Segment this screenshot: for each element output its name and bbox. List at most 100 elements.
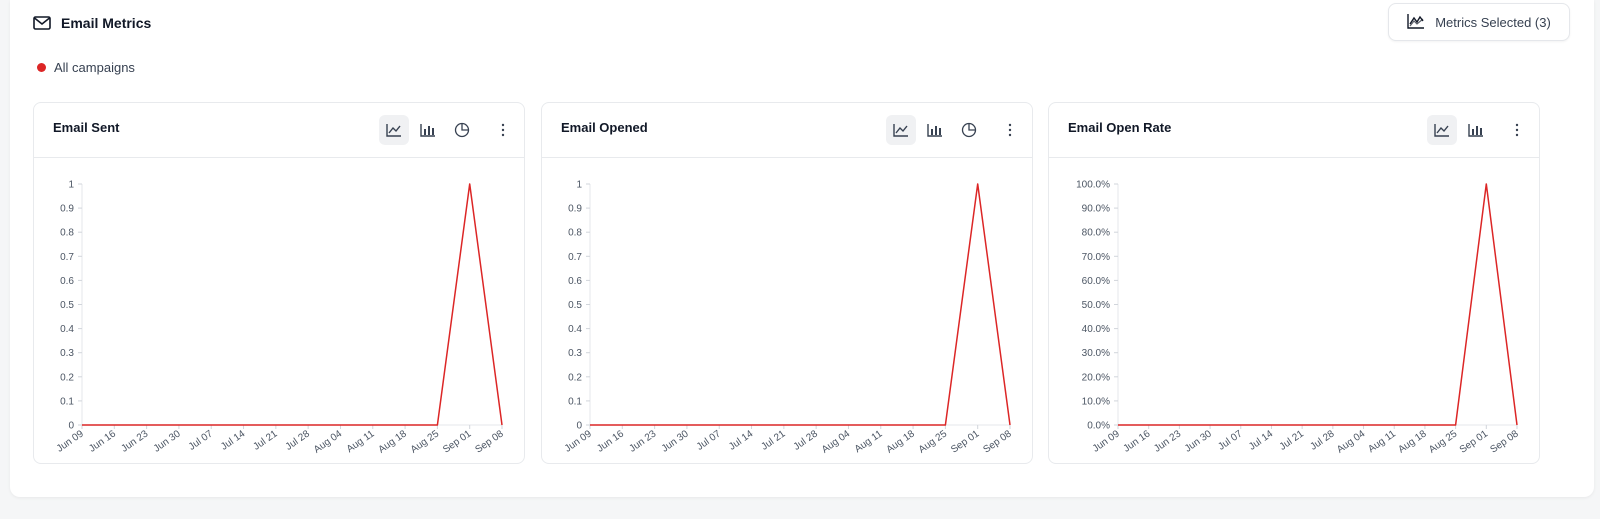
x-tick-label: Jul 07	[187, 428, 216, 453]
x-tick-label: Aug 18	[377, 428, 410, 455]
y-tick-label: 90.0%	[1082, 204, 1110, 215]
bar-chart-icon[interactable]	[1461, 115, 1491, 145]
x-tick-label: Aug 18	[1396, 428, 1429, 455]
y-tick-label: 1	[576, 180, 582, 191]
line-chart-icon[interactable]	[1427, 115, 1457, 145]
x-tick-label: Jun 16	[595, 428, 626, 454]
x-tick-label: Sep 08	[473, 428, 506, 455]
email-opened-chart: 0 0.1 0.2 0.3 0.4 0.5 0.6 0.7 0.8 0.9 1 Jun 09 Jun 1…	[563, 180, 1014, 456]
card-header: Email Open Rate	[1049, 103, 1539, 158]
x-tick-label: Jul 28	[284, 428, 313, 453]
legend-dot	[37, 62, 46, 72]
x-tick-label: Aug 04	[1335, 428, 1368, 455]
card-title: Email Sent	[53, 120, 120, 135]
y-tick-label: 100.0%	[1076, 180, 1110, 191]
y-tick-label: 0.3	[568, 348, 582, 359]
section-header: Email Metrics	[33, 13, 151, 33]
y-tick-label: 0.7	[568, 252, 582, 263]
x-tick-label: Aug 25	[409, 428, 442, 455]
x-tick-label: Jul 28	[1308, 428, 1337, 453]
x-tick-label: Aug 04	[312, 428, 345, 455]
y-tick-label: 0.8	[60, 228, 74, 239]
y-tick-label: 0	[576, 421, 582, 432]
x-tick-label: Sep 01	[1458, 428, 1491, 455]
x-tick-label: Sep 01	[441, 428, 474, 455]
x-tick-label: Aug 04	[820, 428, 853, 455]
bar-chart-icon[interactable]	[920, 115, 950, 145]
y-tick-label: 0.4	[60, 324, 74, 335]
x-tick-label: Jul 14	[219, 428, 248, 453]
x-tick-label: Jun 09	[563, 428, 594, 454]
pie-chart-icon[interactable]	[447, 115, 477, 145]
x-tick-label: Aug 11	[853, 428, 885, 455]
x-tick-label: Jul 14	[1247, 428, 1276, 453]
y-tick-label: 10.0%	[1082, 396, 1110, 407]
series-line	[82, 183, 503, 426]
y-tick-label: 70.0%	[1082, 252, 1110, 263]
legend-label: All campaigns	[54, 59, 135, 75]
x-tick-label: Jul 07	[695, 428, 724, 453]
y-tick-label: 0.8	[568, 228, 582, 239]
section-title: Email Metrics	[61, 15, 152, 31]
y-tick-label: 40.0%	[1082, 324, 1110, 335]
line-chart-icon	[1407, 13, 1425, 32]
y-tick-label: 0.2	[568, 372, 582, 383]
x-tick-label: Sep 08	[1488, 428, 1521, 455]
x-tick-label: Jun 09	[1091, 428, 1122, 454]
x-tick-label: Jul 07	[1216, 428, 1245, 453]
email-open-rate-chart: 0.0% 10.0% 20.0% 30.0% 40.0% 50.0% 60.0% 70.0% 8…	[1076, 180, 1521, 456]
y-tick-label: 0	[68, 421, 74, 432]
card-header: Email Sent	[34, 103, 524, 158]
x-tick-label: Aug 18	[885, 428, 918, 455]
y-tick-label: 0.1	[568, 396, 582, 407]
y-tick-label: 0.9	[60, 204, 74, 215]
y-tick-label: 50.0%	[1082, 300, 1110, 311]
y-tick-label: 0.5	[60, 300, 74, 311]
metrics-selected-button[interactable]: Metrics Selected (3)	[1388, 3, 1570, 41]
x-tick-label: Aug 11	[1366, 428, 1398, 455]
email-sent-chart: 0 0.1 0.2 0.3 0.4 0.5 0.6 0.7 0.8 0.9 1 Jun 09 Jun 1…	[55, 180, 506, 456]
y-tick-label: 0.6	[60, 276, 74, 287]
x-tick-label: Jun 30	[660, 428, 691, 454]
series-line	[1118, 183, 1518, 426]
line-chart-icon[interactable]	[886, 115, 916, 145]
y-tick-label: 0.5	[568, 300, 582, 311]
series-line	[590, 183, 1011, 426]
x-tick-label: Aug 25	[1427, 428, 1460, 455]
x-tick-label: Jun 09	[55, 428, 86, 454]
y-tick-label: 0.2	[60, 372, 74, 383]
y-tick-label: 60.0%	[1082, 276, 1110, 287]
x-tick-label: Jun 30	[1183, 428, 1214, 454]
chart-card-email-sent: Email Sent 0 0.1 0.2 0.3 0.4 0.5 0.6 0.7 0.8 0.9 1…	[33, 102, 525, 464]
y-tick-label: 0.9	[568, 204, 582, 215]
x-tick-label: Jun 16	[1122, 428, 1153, 454]
y-tick-label: 0.7	[60, 252, 74, 263]
x-tick-label: Sep 01	[949, 428, 982, 455]
x-tick-label: Aug 25	[917, 428, 950, 455]
legend[interactable]: All campaigns	[37, 58, 135, 76]
y-tick-label: 0.6	[568, 276, 582, 287]
x-tick-label: Jul 14	[727, 428, 756, 453]
y-tick-label: 80.0%	[1082, 228, 1110, 239]
chart-card-email-opened: Email Opened 0 0.1 0.2 0.3 0.4 0.5 0.6 0.7 0.8 0.…	[541, 102, 1033, 464]
line-chart-icon[interactable]	[379, 115, 409, 145]
y-tick-label: 1	[68, 180, 74, 191]
more-icon[interactable]	[488, 115, 518, 145]
y-tick-label: 20.0%	[1082, 372, 1110, 383]
x-tick-label: Jul 28	[792, 428, 821, 453]
chart-card-email-open-rate: Email Open Rate 0.0% 10.0% 20.0% 30.0% 40.0%…	[1048, 102, 1540, 464]
metrics-selected-label: Metrics Selected (3)	[1435, 14, 1551, 30]
more-icon[interactable]	[995, 115, 1025, 145]
y-tick-label: 0.4	[568, 324, 582, 335]
card-header: Email Opened	[542, 103, 1032, 158]
x-tick-label: Jul 21	[251, 428, 280, 453]
y-tick-label: 30.0%	[1082, 348, 1110, 359]
x-tick-label: Jul 21	[1278, 428, 1307, 453]
y-tick-label: 0.0%	[1087, 421, 1110, 432]
x-tick-label: Jul 21	[759, 428, 788, 453]
bar-chart-icon[interactable]	[413, 115, 443, 145]
y-tick-label: 0.1	[60, 396, 74, 407]
more-icon[interactable]	[1502, 115, 1532, 145]
pie-chart-icon[interactable]	[954, 115, 984, 145]
card-title: Email Open Rate	[1068, 120, 1172, 135]
